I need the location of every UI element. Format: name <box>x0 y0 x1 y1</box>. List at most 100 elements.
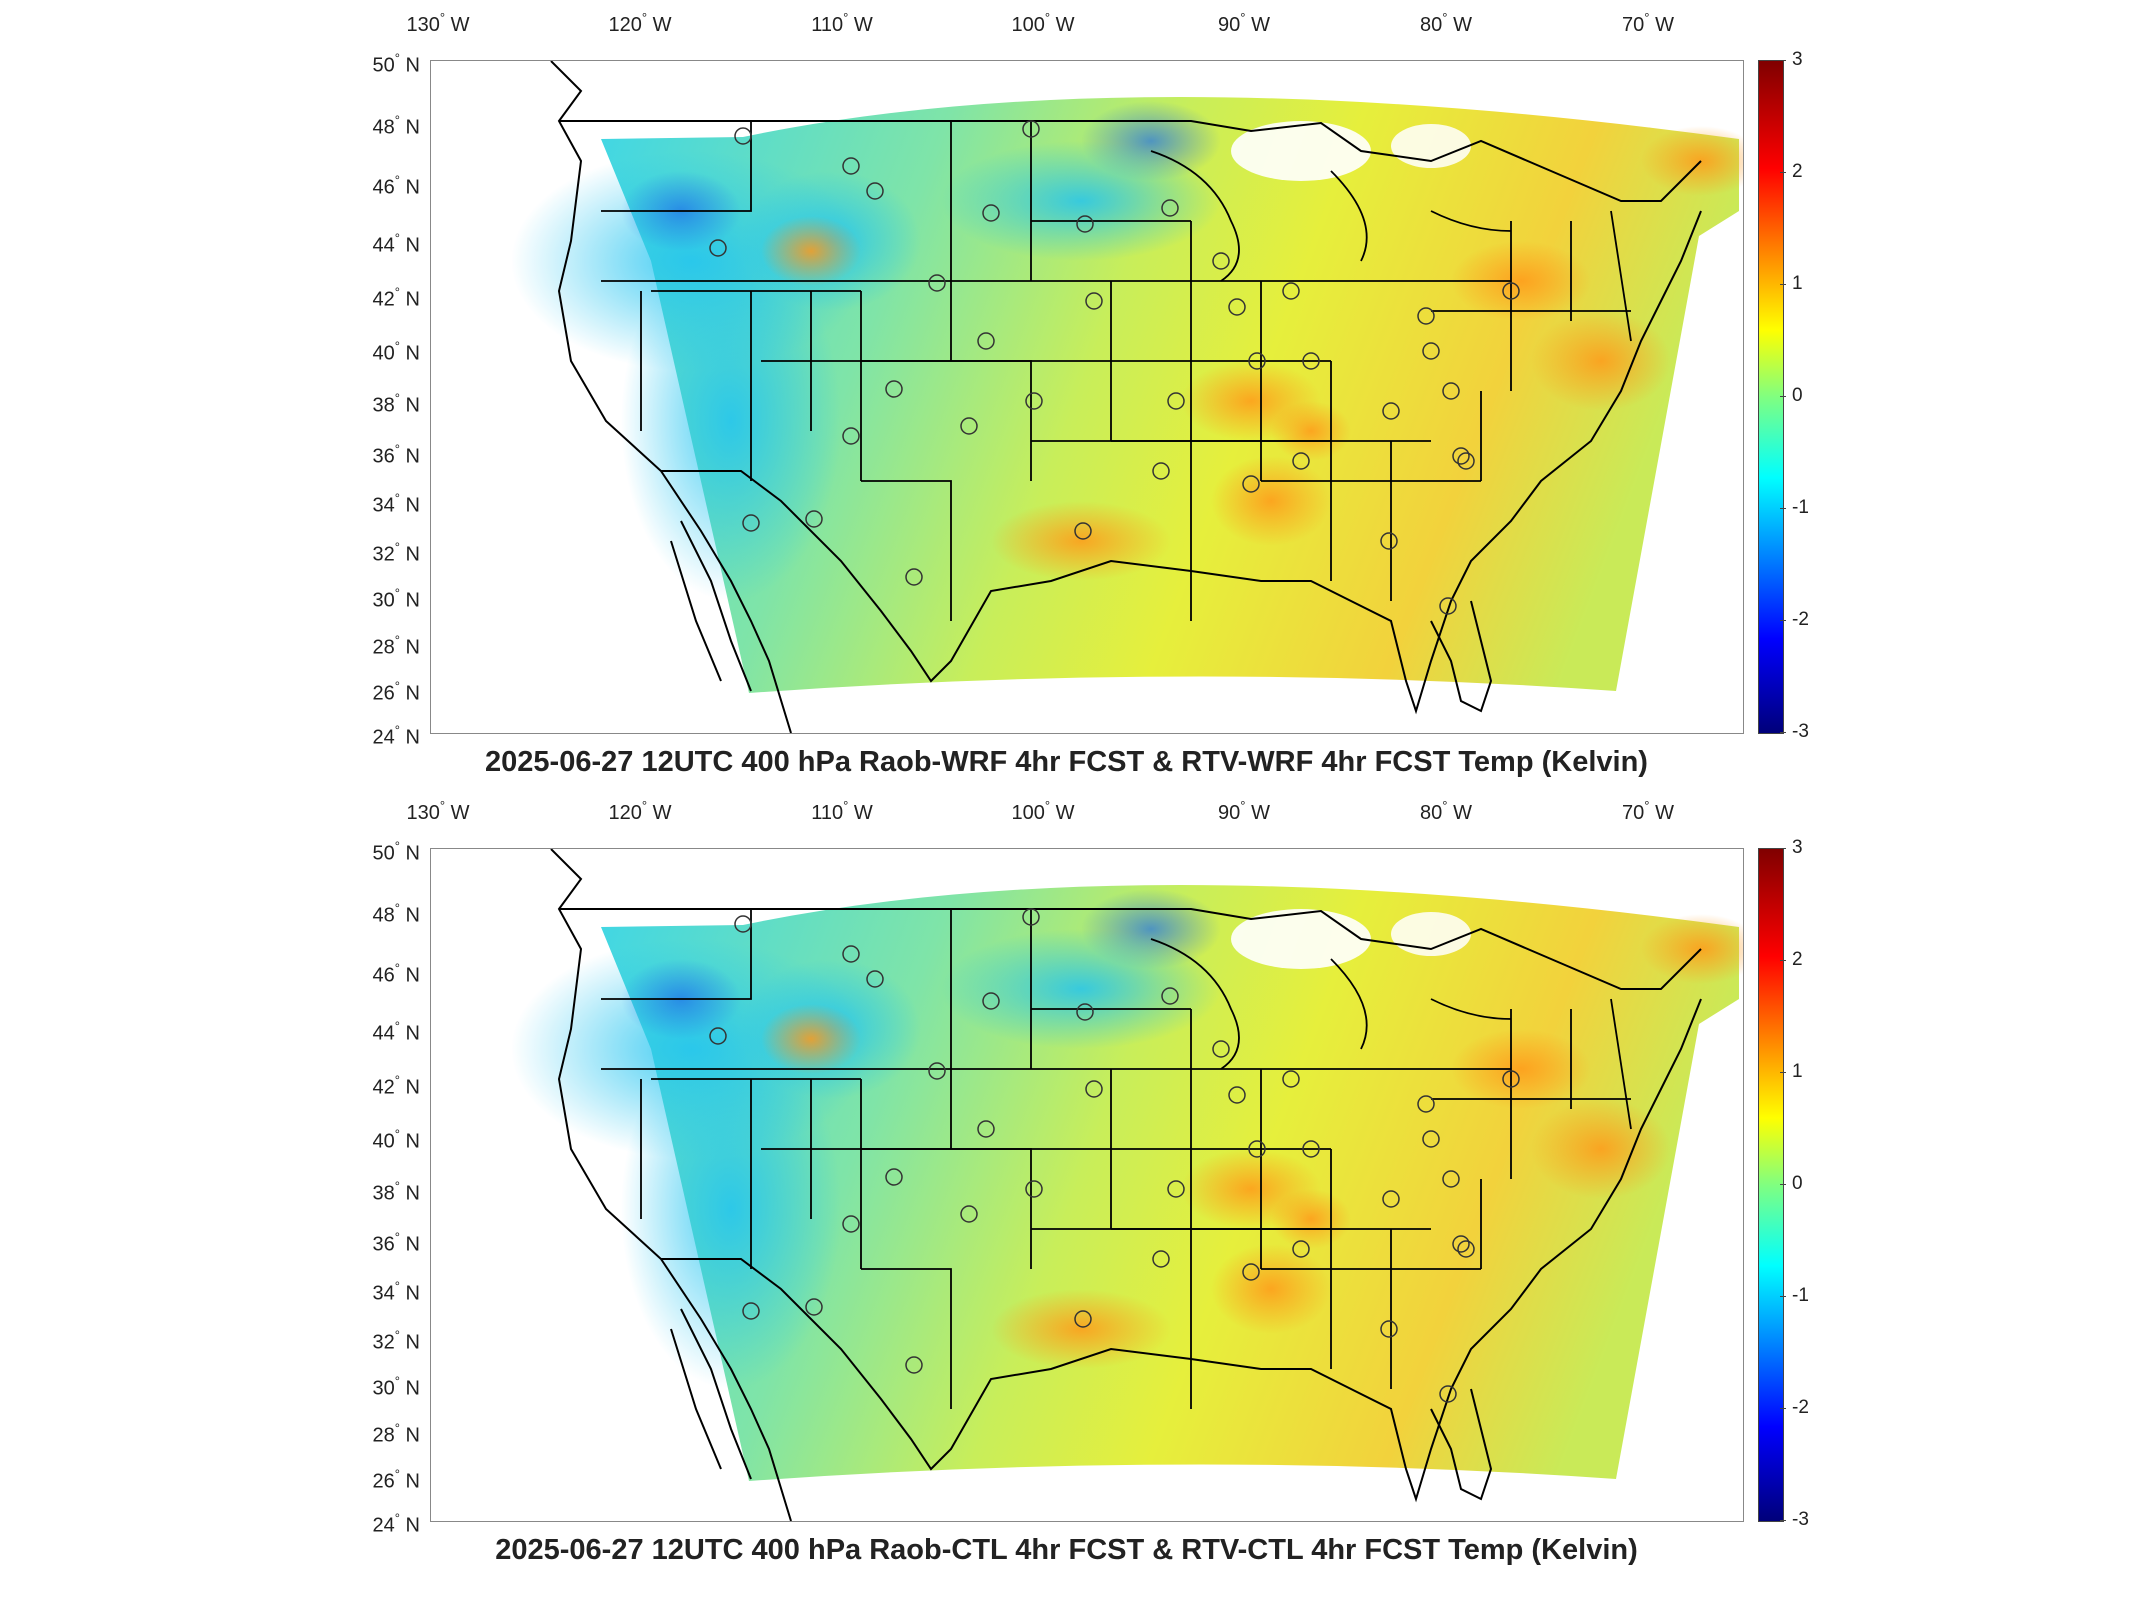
raob-station-marker <box>1228 1086 1246 1104</box>
raob-station-marker <box>905 568 923 586</box>
raob-station-marker <box>709 239 727 257</box>
hot-anomaly-patch <box>761 216 861 286</box>
colorbar-tick-mark <box>1780 284 1786 285</box>
colorbar-tick-label: -1 <box>1792 497 1809 518</box>
latitude-label: 24° N <box>372 1510 420 1537</box>
cyan-anomaly-patch <box>621 1029 841 1389</box>
raob-station-marker <box>1502 282 1520 300</box>
hot-anomaly-patch <box>1531 1099 1671 1199</box>
colorbar-top <box>1758 60 1784 734</box>
state-boundary <box>1610 210 1632 342</box>
hot-anomaly-patch <box>761 1004 861 1074</box>
colorbar-tick-mark <box>1780 620 1786 621</box>
raob-station-marker <box>1380 532 1398 550</box>
panel-title-bottom: 2025-06-27 12UTC 400 hPa Raob-CTL 4hr FC… <box>495 1534 1638 1566</box>
raob-station-marker <box>709 1027 727 1045</box>
florida-coastline <box>1430 1388 1493 1501</box>
latitude-label: 24° N <box>372 722 420 749</box>
raob-station-marker <box>742 514 760 532</box>
state-boundary <box>601 909 752 1000</box>
raob-station-marker <box>1022 120 1040 138</box>
raob-station-marker <box>1382 1190 1400 1208</box>
raob-station-marker <box>1167 392 1185 410</box>
raob-station-marker <box>1242 1263 1260 1281</box>
colorbar-tick-label: 3 <box>1792 49 1803 70</box>
hot-anomaly-patch <box>1641 126 1743 196</box>
raob-station-marker <box>1292 452 1310 470</box>
state-boundary <box>1330 958 1368 1050</box>
latitude-label: 30° N <box>372 1373 420 1400</box>
state-boundary <box>861 1268 952 1409</box>
longitude-label: 80° W <box>1420 798 1472 824</box>
longitude-label: 70° W <box>1622 798 1674 824</box>
panel-bottom: 130° W 120° W 110° W 100° W 90° W 80° W 70° W … <box>0 790 2133 1600</box>
raob-station-marker <box>905 1356 923 1374</box>
latitude-label: 42° N <box>372 1072 420 1099</box>
raob-station-marker <box>805 510 823 528</box>
raob-station-marker <box>1248 1140 1266 1158</box>
raob-station-marker <box>1152 1250 1170 1268</box>
latitude-label: 50° N <box>372 50 420 77</box>
colorbar-tick-label: 2 <box>1792 949 1803 970</box>
colorbar-tick-mark <box>1780 396 1786 397</box>
longitude-label: 70° W <box>1622 10 1674 36</box>
hot-anomaly-patch <box>1211 1244 1331 1334</box>
no-data-patch <box>1231 121 1371 181</box>
raob-station-marker <box>982 204 1000 222</box>
colorbar-tick-mark <box>1780 1184 1786 1185</box>
raob-station-marker <box>1382 402 1400 420</box>
state-boundary <box>1610 998 1632 1130</box>
raob-station-marker <box>1152 462 1170 480</box>
latitude-label: 46° N <box>372 960 420 987</box>
colorbar-tick-label: 0 <box>1792 385 1803 406</box>
raob-station-marker <box>842 427 860 445</box>
west-coastline <box>550 849 792 1521</box>
colorbar-tick-label: 3 <box>1792 837 1803 858</box>
hot-anomaly-patch <box>1531 311 1671 411</box>
cyan-anomaly-patch <box>621 241 841 601</box>
state-boundary <box>861 480 952 621</box>
latitude-label: 44° N <box>372 1018 420 1045</box>
longitude-label: 120° W <box>608 798 672 824</box>
raob-station-marker <box>1422 342 1440 360</box>
raob-station-marker <box>1442 1170 1460 1188</box>
raob-station-marker <box>1025 392 1043 410</box>
state-boundary <box>1430 210 1512 232</box>
raob-station-marker <box>1452 1235 1470 1253</box>
longitude-label: 100° W <box>1011 10 1075 36</box>
colorbar-tick-label: 2 <box>1792 161 1803 182</box>
colorbar-tick-mark <box>1780 508 1786 509</box>
panel-top: 130° W 120° W 110° W 100° W 90° W 80° W 70° W … <box>0 0 2133 790</box>
raob-station-marker <box>1417 1095 1435 1113</box>
state-boundary <box>1430 998 1512 1020</box>
latitude-label: 36° N <box>372 1229 420 1256</box>
longitude-label: 100° W <box>1011 798 1075 824</box>
colorbar-tick-label: 1 <box>1792 1061 1803 1082</box>
gulf-and-atlantic-coast <box>661 210 1702 715</box>
no-data-patch <box>1231 909 1371 969</box>
map-frame-bottom <box>430 848 1744 1522</box>
colorbar-tick-label: -3 <box>1792 1509 1809 1530</box>
hot-anomaly-patch <box>1451 241 1591 321</box>
raob-station-marker <box>1439 1385 1457 1403</box>
raob-station-marker <box>866 970 884 988</box>
latitude-label: 40° N <box>372 1126 420 1153</box>
latitude-label: 28° N <box>372 1420 420 1447</box>
temperature-difference-map-top <box>511 61 1743 733</box>
colorbar-tick-mark <box>1780 1408 1786 1409</box>
raob-station-marker <box>1074 1310 1092 1328</box>
latitude-label: 48° N <box>372 112 420 139</box>
latitude-label: 30° N <box>372 585 420 612</box>
latitude-label: 26° N <box>372 1466 420 1493</box>
raob-station-marker <box>960 1205 978 1223</box>
cyan-anomaly-patch <box>941 929 1221 1049</box>
raob-station-marker <box>1502 1070 1520 1088</box>
raob-station-marker <box>842 1215 860 1233</box>
northern-border <box>559 120 1702 202</box>
raob-station-marker <box>842 945 860 963</box>
raob-station-marker <box>1212 252 1230 270</box>
raob-station-marker <box>1452 447 1470 465</box>
latitude-label: 38° N <box>372 390 420 417</box>
raob-station-marker <box>982 992 1000 1010</box>
colorbar-tick-label: 0 <box>1792 1173 1803 1194</box>
